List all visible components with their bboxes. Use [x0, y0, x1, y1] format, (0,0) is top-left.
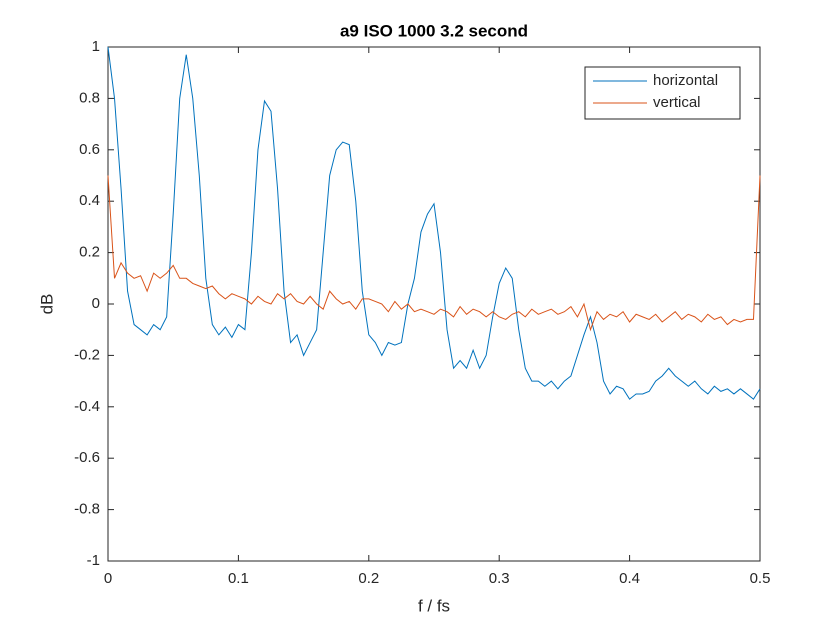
- y-tick-label: -0.2: [74, 346, 100, 363]
- plot-area: [107, 46, 761, 562]
- y-tick-label: -1: [87, 552, 100, 569]
- x-tick-label: 0.4: [619, 570, 640, 587]
- y-tick-label: 0.2: [79, 244, 100, 261]
- legend-box: [584, 66, 741, 120]
- y-tick-label: -0.4: [74, 398, 100, 415]
- chart-title: a9 ISO 1000 3.2 second: [340, 21, 528, 40]
- y-tick-label: 0.8: [79, 89, 100, 106]
- y-axis-label: dB: [37, 294, 56, 315]
- x-tick-label: 0.2: [358, 570, 379, 587]
- y-tick-label: 0: [92, 295, 100, 312]
- x-tick-label: 0: [104, 570, 112, 587]
- legend-label: vertical: [653, 94, 701, 111]
- x-axis-label: f / fs: [418, 596, 450, 615]
- y-tick-label: 1: [92, 38, 100, 55]
- x-tick-label: 0.1: [228, 570, 249, 587]
- y-tick-label: 0.4: [79, 192, 100, 209]
- y-tick-label: 0.6: [79, 141, 100, 158]
- data-line: [107, 46, 761, 400]
- y-tick-label: -0.8: [74, 501, 100, 518]
- data-line: [107, 175, 761, 332]
- legend-label: horizontal: [653, 72, 718, 89]
- x-tick-label: 0.5: [750, 570, 771, 587]
- y-tick-label: -0.6: [74, 449, 100, 466]
- x-tick-label: 0.3: [489, 570, 510, 587]
